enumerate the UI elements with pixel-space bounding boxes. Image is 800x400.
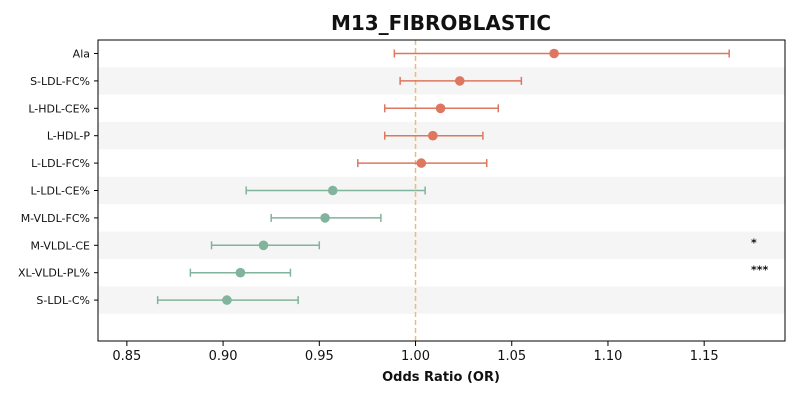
forest-row	[156, 295, 299, 305]
or-point	[454, 76, 465, 86]
or-point	[416, 158, 427, 168]
plot-frame	[97, 39, 786, 342]
forest-row	[383, 130, 484, 141]
or-point	[320, 213, 330, 223]
x-axis: 0.85 0.90 0.95 1.00 1.05 1.10 1.15	[112, 341, 719, 364]
row-label: Ala	[73, 48, 90, 61]
or-point	[222, 295, 232, 305]
or-point	[428, 130, 438, 141]
forest-row	[210, 240, 321, 251]
x-tick-label: 1.10	[593, 349, 622, 364]
or-point	[549, 48, 559, 59]
forest-row	[357, 158, 488, 168]
forest-row	[189, 267, 292, 278]
row-label: L-LDL-FC%	[31, 157, 90, 170]
forest-row	[383, 103, 500, 114]
row-label: S-LDL-C%	[36, 294, 90, 307]
data-marks	[156, 48, 730, 305]
forest-row	[393, 48, 730, 59]
x-tick-label: 1.00	[401, 349, 430, 364]
y-tick-labels: Ala S-LDL-FC% L-HDL-CE% L-HDL-P L-LDL-FC% L-L…	[18, 48, 98, 307]
significance-marker: ***	[751, 264, 769, 277]
row-label: L-HDL-P	[47, 130, 91, 143]
row-label: M-VLDL-CE	[31, 239, 91, 252]
row-band	[98, 231, 785, 259]
x-tick-label: 1.05	[497, 349, 526, 364]
x-tick-label: 0.95	[305, 349, 334, 364]
chart-title: M13_FIBROBLASTIC	[331, 11, 551, 35]
or-point	[435, 103, 446, 114]
x-tick-label: 0.90	[209, 349, 238, 364]
forest-row	[270, 213, 382, 223]
row-label: M-VLDL-FC%	[21, 212, 90, 225]
x-tick-label: 0.85	[112, 349, 141, 364]
forest-row	[399, 76, 523, 86]
or-point	[235, 267, 246, 278]
x-axis-label: Odds Ratio (OR)	[382, 370, 500, 385]
significance-marker: *	[751, 236, 757, 249]
significance-labels: ****	[751, 236, 769, 276]
row-label: L-LDL-CE%	[31, 185, 91, 198]
row-label: S-LDL-FC%	[30, 75, 90, 88]
row-band	[98, 176, 785, 205]
x-tick-label: 1.15	[690, 349, 719, 364]
or-point	[258, 240, 269, 251]
or-point	[327, 185, 338, 196]
forest-row	[245, 185, 426, 196]
row-label: L-HDL-CE%	[28, 102, 90, 115]
row-label: XL-VLDL-PL%	[18, 267, 90, 280]
